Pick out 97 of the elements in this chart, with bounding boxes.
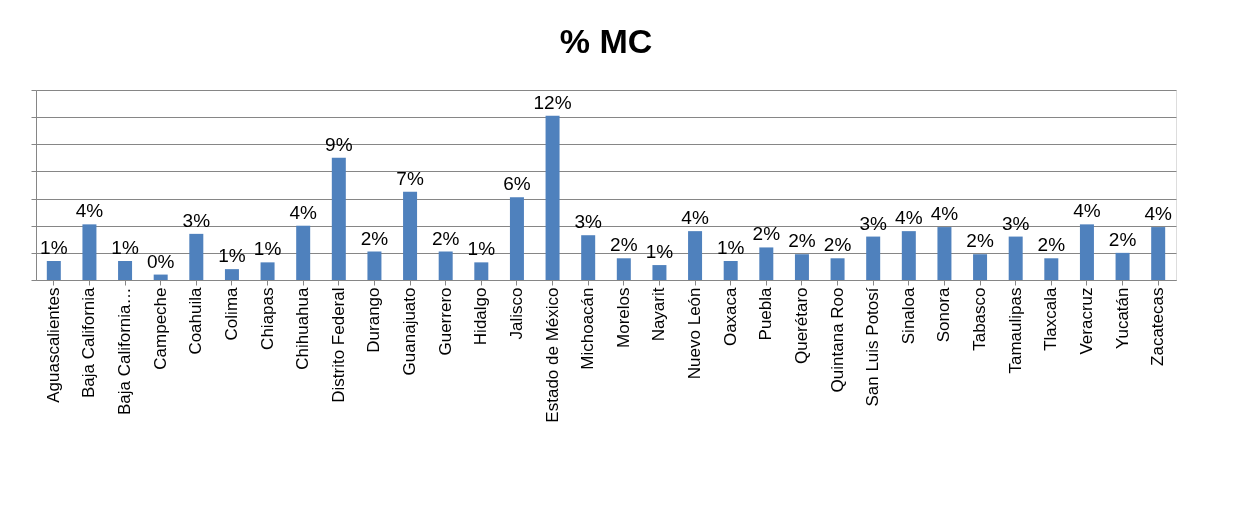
- data-label: 0%: [146, 250, 175, 272]
- bar: [189, 233, 204, 280]
- x-tick-label: Yucatán: [1112, 287, 1132, 349]
- bar: [545, 115, 560, 280]
- x-tick-label: Quintana Roo: [827, 287, 847, 393]
- data-label: 1%: [645, 241, 674, 263]
- bar: [973, 254, 988, 280]
- bar: [759, 247, 774, 280]
- bar: [866, 236, 881, 280]
- data-label: 9%: [325, 133, 353, 155]
- x-tick-label: Coahuila: [186, 286, 206, 355]
- data-label: 1%: [218, 245, 246, 267]
- x-tick-label: Durango: [364, 287, 384, 353]
- bar: [1079, 224, 1094, 280]
- bar: [1008, 236, 1023, 280]
- data-label: 4%: [681, 207, 709, 229]
- bar: [688, 231, 703, 280]
- data-label: 6%: [503, 173, 531, 195]
- x-tick-label: Campeche: [150, 287, 170, 370]
- bar: [794, 254, 809, 280]
- bar: [509, 197, 524, 280]
- x-tick-label: Tamaulipas: [1005, 287, 1025, 374]
- bar: [153, 274, 168, 280]
- x-tick-label: Nuevo León: [685, 287, 705, 380]
- data-label: 3%: [859, 212, 888, 234]
- bar: [260, 262, 275, 280]
- x-tick-label: Colima: [221, 286, 241, 341]
- data-label: 2%: [823, 234, 852, 256]
- x-tick-label: Jalisco: [506, 287, 526, 340]
- bar: [1151, 227, 1166, 280]
- bar: [296, 225, 311, 280]
- data-label: 2%: [1108, 228, 1137, 250]
- x-tick-label: Guerrero: [435, 287, 455, 356]
- bar: [616, 258, 631, 280]
- data-label: 4%: [75, 200, 104, 222]
- x-tick-label: Sinaloa: [898, 286, 918, 345]
- bar: [474, 262, 489, 280]
- x-tick-label: Querétaro: [791, 287, 811, 365]
- x-tick-label: Hidalgo: [471, 287, 491, 346]
- data-label: 3%: [574, 211, 603, 233]
- x-tick-label: Baja California…: [115, 287, 135, 416]
- data-label: 4%: [1144, 203, 1173, 225]
- x-tick-label: Distrito Federal: [328, 287, 348, 403]
- bar: [830, 258, 845, 280]
- bar: [723, 261, 738, 280]
- data-label: 1%: [253, 238, 282, 260]
- data-label: 2%: [360, 227, 389, 249]
- data-label: 2%: [752, 223, 781, 245]
- data-label: 12%: [533, 91, 572, 113]
- data-label: 3%: [1001, 212, 1030, 234]
- data-label: 2%: [431, 227, 460, 249]
- data-label: 4%: [930, 203, 959, 225]
- x-tick-label: Aguascalientes: [43, 287, 63, 403]
- bar: [1044, 258, 1059, 280]
- data-label: 2%: [1037, 234, 1066, 256]
- data-label: 2%: [966, 230, 994, 252]
- x-tick-label: Baja California: [79, 286, 99, 399]
- x-tick-label: Guanajuato: [400, 287, 420, 376]
- bar: [652, 265, 667, 280]
- x-tick-label: Oaxaca: [720, 286, 740, 347]
- data-label: 4%: [895, 207, 923, 229]
- x-tick-label: Puebla: [756, 286, 776, 341]
- data-label: 4%: [289, 201, 318, 223]
- bar: [438, 251, 453, 280]
- data-label: 3%: [182, 209, 211, 231]
- bar: [901, 231, 916, 280]
- bar: [331, 157, 346, 280]
- bar: [937, 227, 952, 280]
- data-label: 1%: [40, 237, 68, 258]
- bar: [403, 191, 418, 280]
- x-tick-label: Veracruz: [1076, 287, 1096, 355]
- x-tick-label: Tlaxcala: [1041, 286, 1061, 351]
- data-label: 1%: [467, 238, 496, 260]
- x-tick-label: Michoacán: [578, 287, 598, 370]
- data-label: 1%: [716, 237, 745, 258]
- x-tick-label: Estado de México: [542, 287, 562, 423]
- data-label: 2%: [788, 230, 816, 252]
- x-tick-label: Nayarit: [649, 287, 669, 342]
- x-tick-label: Sonora: [934, 286, 954, 343]
- bar: [46, 261, 61, 280]
- chart-title: % MC: [559, 21, 653, 60]
- bar: [82, 224, 97, 280]
- bar: [367, 251, 382, 280]
- bar: [581, 235, 596, 280]
- bar: [1115, 252, 1130, 280]
- x-tick-label: Zacatecas: [1148, 287, 1168, 366]
- data-label: 4%: [1073, 200, 1101, 222]
- bar: [118, 261, 133, 280]
- data-label: 2%: [610, 234, 638, 256]
- data-label: 7%: [396, 167, 424, 189]
- x-tick-label: Morelos: [613, 287, 633, 348]
- x-tick-label: Tabasco: [970, 287, 990, 351]
- x-tick-label: Chihuahua: [293, 286, 313, 370]
- x-tick-label: Chiapas: [257, 287, 277, 350]
- data-label: 1%: [111, 237, 139, 258]
- x-tick-label: San Luis Potosí: [863, 287, 883, 407]
- bar: [224, 269, 239, 280]
